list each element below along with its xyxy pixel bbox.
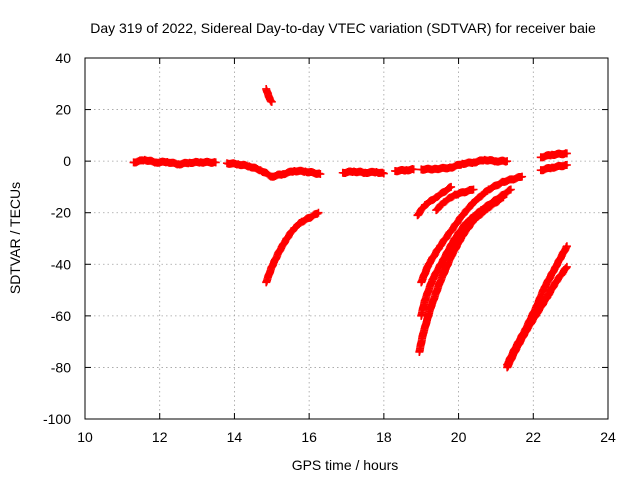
grid-layer bbox=[85, 58, 608, 419]
x-tick-label: 22 bbox=[525, 429, 541, 445]
x-tick-label: 18 bbox=[376, 429, 392, 445]
data-point bbox=[562, 161, 571, 170]
plot-frame bbox=[84, 57, 609, 420]
data-point bbox=[313, 209, 322, 218]
y-tick-label: -80 bbox=[51, 359, 71, 375]
y-tick-label: -60 bbox=[51, 308, 71, 324]
x-tick-label: 10 bbox=[77, 429, 93, 445]
series-near-zero-arc-3 bbox=[338, 167, 388, 178]
data-layer bbox=[129, 84, 571, 372]
y-axis-label: SDTVAR / TECUs bbox=[7, 182, 23, 294]
data-point bbox=[562, 242, 571, 251]
series-arc-e bbox=[417, 185, 515, 320]
series-arc-c bbox=[432, 185, 478, 215]
y-tick-label: 0 bbox=[63, 153, 71, 169]
series-descending-arc-a bbox=[262, 208, 323, 287]
series-arc-h bbox=[503, 242, 571, 369]
data-point bbox=[211, 158, 220, 167]
ticks-layer: 10 12 14 16 18 20 22 24 -100 -80 -60 -40 -20 0 20 40 bbox=[43, 50, 616, 445]
series-near-zero-arc-5 bbox=[417, 155, 512, 174]
data-point bbox=[562, 262, 571, 271]
data-point bbox=[503, 157, 512, 166]
x-axis-label: GPS time / hours bbox=[292, 457, 399, 473]
x-tick-label: 24 bbox=[600, 429, 616, 445]
data-point bbox=[506, 185, 515, 194]
data-point bbox=[314, 208, 323, 217]
series-arc-f bbox=[415, 193, 508, 356]
series-arc-d bbox=[417, 172, 527, 287]
data-point bbox=[518, 172, 527, 181]
data-point bbox=[499, 193, 508, 202]
y-tick-label: 20 bbox=[55, 102, 71, 118]
x-tick-label: 12 bbox=[152, 429, 168, 445]
y-tick-label: 40 bbox=[55, 50, 71, 66]
data-point bbox=[267, 97, 276, 106]
data-point bbox=[562, 149, 571, 158]
series-upper-flat-arc bbox=[536, 149, 571, 162]
y-tick-label: -100 bbox=[43, 411, 71, 427]
series-lower-flat-arc bbox=[536, 160, 571, 175]
chart-title: Day 319 of 2022, Sidereal Day-to-day VTE… bbox=[90, 20, 596, 36]
y-tick-label: -20 bbox=[51, 205, 71, 221]
series-near-zero-arc-1 bbox=[129, 155, 220, 169]
data-point bbox=[469, 185, 478, 194]
data-point bbox=[379, 169, 388, 178]
data-point bbox=[409, 165, 418, 174]
data-point bbox=[447, 182, 456, 191]
data-point bbox=[316, 170, 325, 179]
series-arc-b bbox=[413, 182, 456, 220]
series-near-zero-arc-4 bbox=[391, 165, 418, 176]
y-tick-label: -40 bbox=[51, 256, 71, 272]
x-tick-label: 20 bbox=[451, 429, 467, 445]
x-tick-label: 16 bbox=[301, 429, 317, 445]
series-near-zero-arc-2 bbox=[222, 159, 325, 181]
x-tick-label: 14 bbox=[227, 429, 243, 445]
series-short-arc-high bbox=[262, 84, 276, 106]
